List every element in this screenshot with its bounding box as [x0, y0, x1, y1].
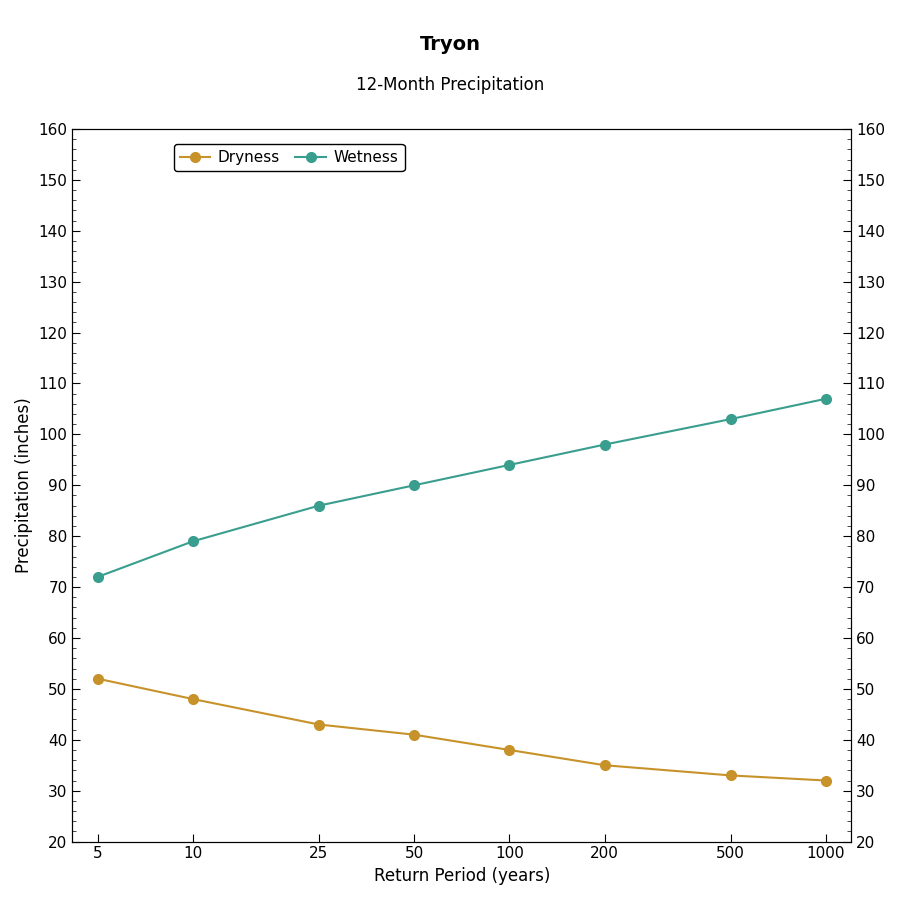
Wetness [504, 460, 515, 471]
Wetness [187, 536, 198, 546]
Wetness [599, 439, 610, 450]
Dryness [504, 744, 515, 755]
Wetness [821, 393, 832, 404]
Y-axis label: Precipitation (inches): Precipitation (inches) [15, 398, 33, 573]
Dryness [821, 775, 832, 786]
Legend: Dryness, Wetness: Dryness, Wetness [174, 144, 404, 171]
Dryness [93, 673, 104, 684]
Line: Dryness: Dryness [93, 674, 831, 786]
Dryness [409, 729, 419, 740]
Text: 12-Month Precipitation: 12-Month Precipitation [356, 76, 544, 94]
Wetness [93, 572, 104, 582]
Wetness [725, 414, 736, 425]
Text: Tryon: Tryon [419, 35, 481, 55]
X-axis label: Return Period (years): Return Period (years) [374, 867, 550, 885]
Dryness [187, 694, 198, 705]
Dryness [313, 719, 324, 730]
Line: Wetness: Wetness [93, 394, 831, 581]
Dryness [725, 770, 736, 781]
Wetness [313, 500, 324, 511]
Wetness [409, 480, 419, 491]
Dryness [599, 760, 610, 770]
